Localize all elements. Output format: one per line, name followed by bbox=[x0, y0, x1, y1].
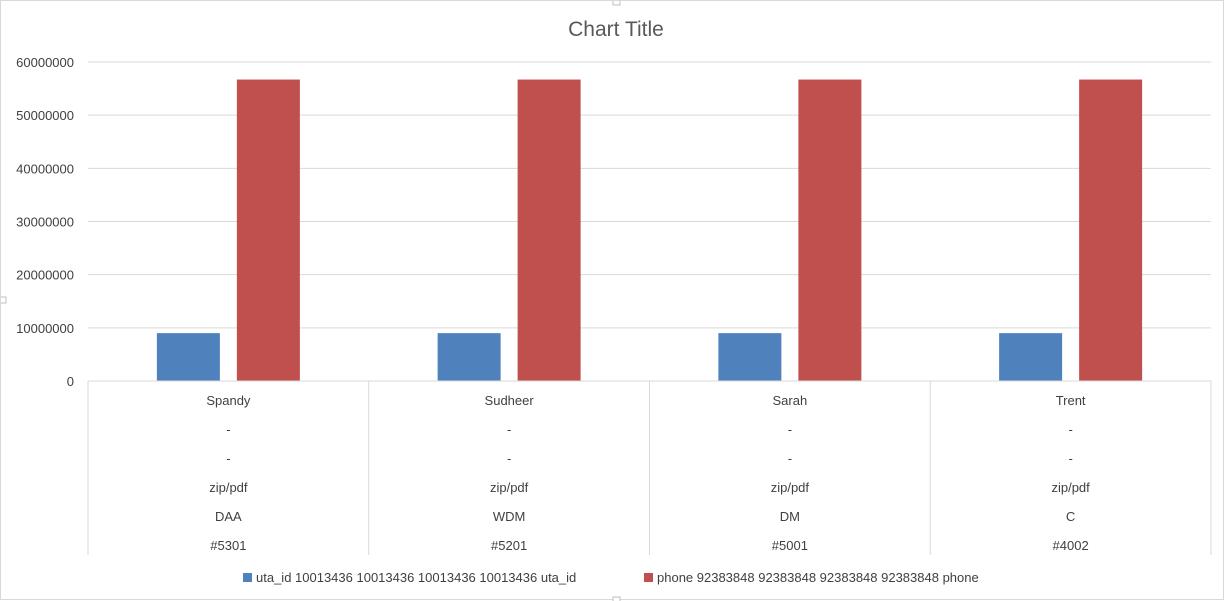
legend-swatch bbox=[243, 573, 252, 582]
category-label: Spandy bbox=[206, 393, 251, 408]
resize-handle[interactable] bbox=[612, 596, 621, 601]
bar-uta-id[interactable] bbox=[437, 333, 501, 381]
category-label: #4002 bbox=[1053, 538, 1089, 553]
y-tick-label: 10000000 bbox=[16, 321, 74, 336]
bar-phone[interactable] bbox=[236, 79, 300, 382]
bar-uta-id[interactable] bbox=[999, 333, 1063, 381]
resize-handle[interactable] bbox=[612, 1, 621, 6]
bars bbox=[156, 79, 1143, 382]
legend-swatch bbox=[644, 573, 653, 582]
category-label: DM bbox=[780, 509, 800, 524]
category-label: zip/pdf bbox=[771, 480, 810, 495]
y-tick-label: 20000000 bbox=[16, 268, 74, 283]
category-label: DAA bbox=[215, 509, 242, 524]
legend-entry[interactable]: uta_id 10013436 10013436 10013436 100134… bbox=[256, 570, 576, 585]
category-label: zip/pdf bbox=[209, 480, 248, 495]
category-label: C bbox=[1066, 509, 1075, 524]
category-label: - bbox=[226, 451, 230, 466]
category-label: - bbox=[507, 451, 511, 466]
chart-title[interactable]: Chart Title bbox=[568, 18, 664, 41]
y-tick-label: 60000000 bbox=[16, 55, 74, 70]
category-label: WDM bbox=[493, 509, 526, 524]
category-label: - bbox=[788, 422, 792, 437]
bar-uta-id[interactable] bbox=[718, 333, 782, 381]
category-label: #5201 bbox=[491, 538, 527, 553]
bar-uta-id[interactable] bbox=[156, 333, 220, 381]
y-tick-label: 50000000 bbox=[16, 108, 74, 123]
y-tick-label: 40000000 bbox=[16, 161, 74, 176]
legend-entry[interactable]: phone 92383848 92383848 92383848 9238384… bbox=[657, 570, 979, 585]
category-label: #5301 bbox=[210, 538, 246, 553]
category-label: zip/pdf bbox=[1051, 480, 1090, 495]
resize-handle[interactable] bbox=[1, 296, 7, 304]
category-label: #5001 bbox=[772, 538, 808, 553]
category-label: - bbox=[507, 422, 511, 437]
category-label: - bbox=[1068, 451, 1072, 466]
bar-phone[interactable] bbox=[517, 79, 581, 382]
bar-phone[interactable] bbox=[798, 79, 862, 382]
y-tick-label: 30000000 bbox=[16, 215, 74, 230]
category-table: Spandy - - zip/pdf DAA #5301 Sudheer - - zip/pdf W… bbox=[87, 380, 1212, 555]
category-label: zip/pdf bbox=[490, 480, 529, 495]
category-label: - bbox=[226, 422, 230, 437]
category-label: - bbox=[1068, 422, 1072, 437]
category-label: Sarah bbox=[773, 393, 808, 408]
bar-phone[interactable] bbox=[1079, 79, 1143, 382]
category-label: Sudheer bbox=[485, 393, 535, 408]
y-axis-ticks: 0 10000000 20000000 30000000 40000000 5000000… bbox=[16, 55, 74, 389]
y-tick-label: 0 bbox=[67, 374, 74, 389]
category-label: Trent bbox=[1056, 393, 1086, 408]
legend[interactable]: uta_id 10013436 10013436 10013436 100134… bbox=[243, 570, 979, 585]
category-label: - bbox=[788, 451, 792, 466]
